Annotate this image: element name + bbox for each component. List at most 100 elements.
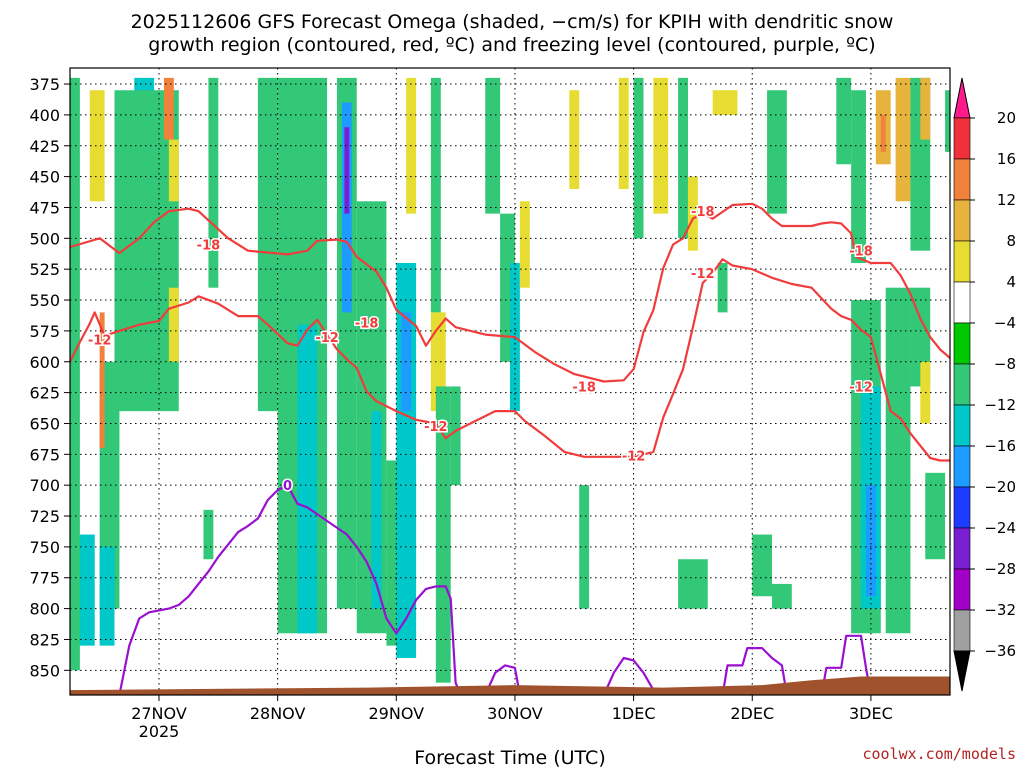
omega-cell	[163, 77, 174, 140]
y-tick-label: 575	[29, 322, 60, 341]
omega-cell	[885, 287, 911, 634]
y-tick-label: 525	[29, 260, 60, 279]
omega-cell	[836, 77, 852, 165]
omega-cell	[99, 312, 105, 449]
colorbar-swatch	[953, 568, 971, 611]
credit-text: coolwx.com/models	[862, 745, 1016, 763]
omega-cell	[880, 114, 886, 152]
omega-cell	[257, 77, 278, 412]
x-tick-label: 3DEC	[849, 704, 893, 723]
colorbar-swatch	[953, 363, 971, 406]
omega-cell	[297, 324, 318, 634]
colorbar-swatch	[953, 199, 971, 242]
x-axis-year-label: 2025	[139, 722, 180, 741]
colorbar-tick-label: 12	[997, 191, 1016, 209]
colorbar-swatch	[953, 158, 971, 201]
y-tick-label: 650	[29, 414, 60, 433]
omega-cell	[851, 90, 866, 264]
omega-cell	[772, 583, 792, 609]
colorbar-bottom-arrow	[953, 650, 971, 692]
contour-layer: -18 -12 -18 -12 -18 -18 -12 -18 -12 -12 -12 0	[69, 202, 951, 696]
colorbar: 20 16 12 8 4 −4 −8 −12 −16 −20 −24 −28 −32 −36	[953, 77, 1016, 692]
y-tick-label: 400	[29, 106, 60, 125]
chart-title-line-2: growth region (contoured, red, ºC) and f…	[148, 34, 875, 56]
dgz-contour-label: -12	[849, 380, 873, 395]
colorbar-tick-label: −28	[984, 560, 1016, 578]
colorbar-tick-label: −16	[984, 437, 1016, 455]
omega-cell	[371, 411, 382, 609]
x-tick-label: 1DEC	[612, 704, 656, 723]
omega-cell	[344, 127, 350, 214]
omega-cell	[569, 90, 580, 189]
y-tick-label: 775	[29, 569, 60, 588]
colorbar-tick-label: −32	[984, 601, 1016, 619]
omega-cell	[435, 386, 451, 683]
colorbar-tick-label: −20	[984, 478, 1016, 496]
omega-cell	[717, 263, 728, 313]
dgz-contour-label: -18	[355, 316, 379, 331]
colorbar-tick-label: −24	[984, 519, 1016, 537]
omega-cell	[89, 90, 105, 202]
y-tick-label: 600	[29, 353, 60, 372]
omega-cell	[633, 77, 644, 239]
freezing-level-line	[820, 634, 872, 696]
omega-cell	[865, 485, 876, 597]
colorbar-swatch	[953, 527, 971, 570]
plot-grid	[70, 68, 950, 695]
omega-cell	[114, 90, 179, 412]
plot-frame	[69, 67, 951, 696]
dgz-contour-label: -18	[849, 245, 873, 260]
x-tick-label: 28NOV	[250, 704, 306, 723]
dgz-contour-label: -12	[315, 331, 339, 346]
freezing-contour-label: 0	[283, 479, 292, 494]
colorbar-tick-label: 4	[1006, 273, 1016, 291]
dgz-contour-label: -12	[691, 267, 715, 282]
omega-cell	[767, 90, 787, 214]
colorbar-swatch	[953, 117, 971, 160]
omega-cell	[752, 534, 773, 597]
omega-cell	[579, 485, 590, 609]
colorbar-swatch	[953, 281, 971, 324]
dgz-contour-label: -12	[622, 450, 646, 465]
x-axis: 27NOV 28NOV 29NOV 30NOV 1DEC 2DEC 3DEC	[131, 695, 893, 723]
freezing-level-line	[118, 484, 462, 696]
omega-cell	[687, 176, 698, 251]
dgz-contour-label: -18	[197, 238, 221, 253]
dgz-contour-label: -18	[691, 205, 715, 220]
colorbar-swatch	[953, 240, 971, 283]
y-tick-label: 850	[29, 661, 60, 680]
colorbar-swatch	[953, 486, 971, 529]
y-tick-label: 750	[29, 538, 60, 557]
omega-cell	[203, 509, 214, 560]
omega-cell	[168, 139, 179, 202]
dgz-contour-label: -12	[424, 420, 448, 435]
colorbar-swatch	[953, 322, 971, 365]
omega-cell	[485, 77, 501, 214]
y-tick-label: 375	[29, 75, 60, 94]
omega-cell	[208, 77, 219, 288]
chart-title-line-1: 2025112606 GFS Forecast Omega (shaded, −…	[131, 11, 894, 33]
ground-terrain	[70, 676, 950, 695]
omega-cell	[450, 386, 461, 486]
y-tick-label: 450	[29, 168, 60, 187]
colorbar-tick-label: −4	[994, 314, 1016, 332]
dgz-contour-line	[69, 202, 951, 383]
omega-cell	[678, 559, 708, 609]
omega-cell	[168, 287, 179, 362]
y-tick-label: 825	[29, 630, 60, 649]
omega-cell	[99, 546, 115, 646]
y-tick-label: 800	[29, 600, 60, 619]
dgz-contour-label: -12	[88, 334, 112, 349]
x-axis-title: Forecast Time (UTC)	[414, 747, 605, 768]
colorbar-tick-label: 16	[997, 150, 1016, 168]
colorbar-tick-label: 20	[997, 109, 1016, 127]
dgz-contour-line	[69, 258, 950, 462]
x-tick-label: 2DEC	[730, 704, 774, 723]
colorbar-tick-label: −8	[994, 355, 1016, 373]
colorbar-tick-label: −12	[984, 396, 1016, 414]
freezing-level-line	[721, 647, 788, 696]
y-tick-label: 550	[29, 291, 60, 310]
colorbar-swatch	[953, 404, 971, 447]
y-tick-label: 675	[29, 445, 60, 464]
